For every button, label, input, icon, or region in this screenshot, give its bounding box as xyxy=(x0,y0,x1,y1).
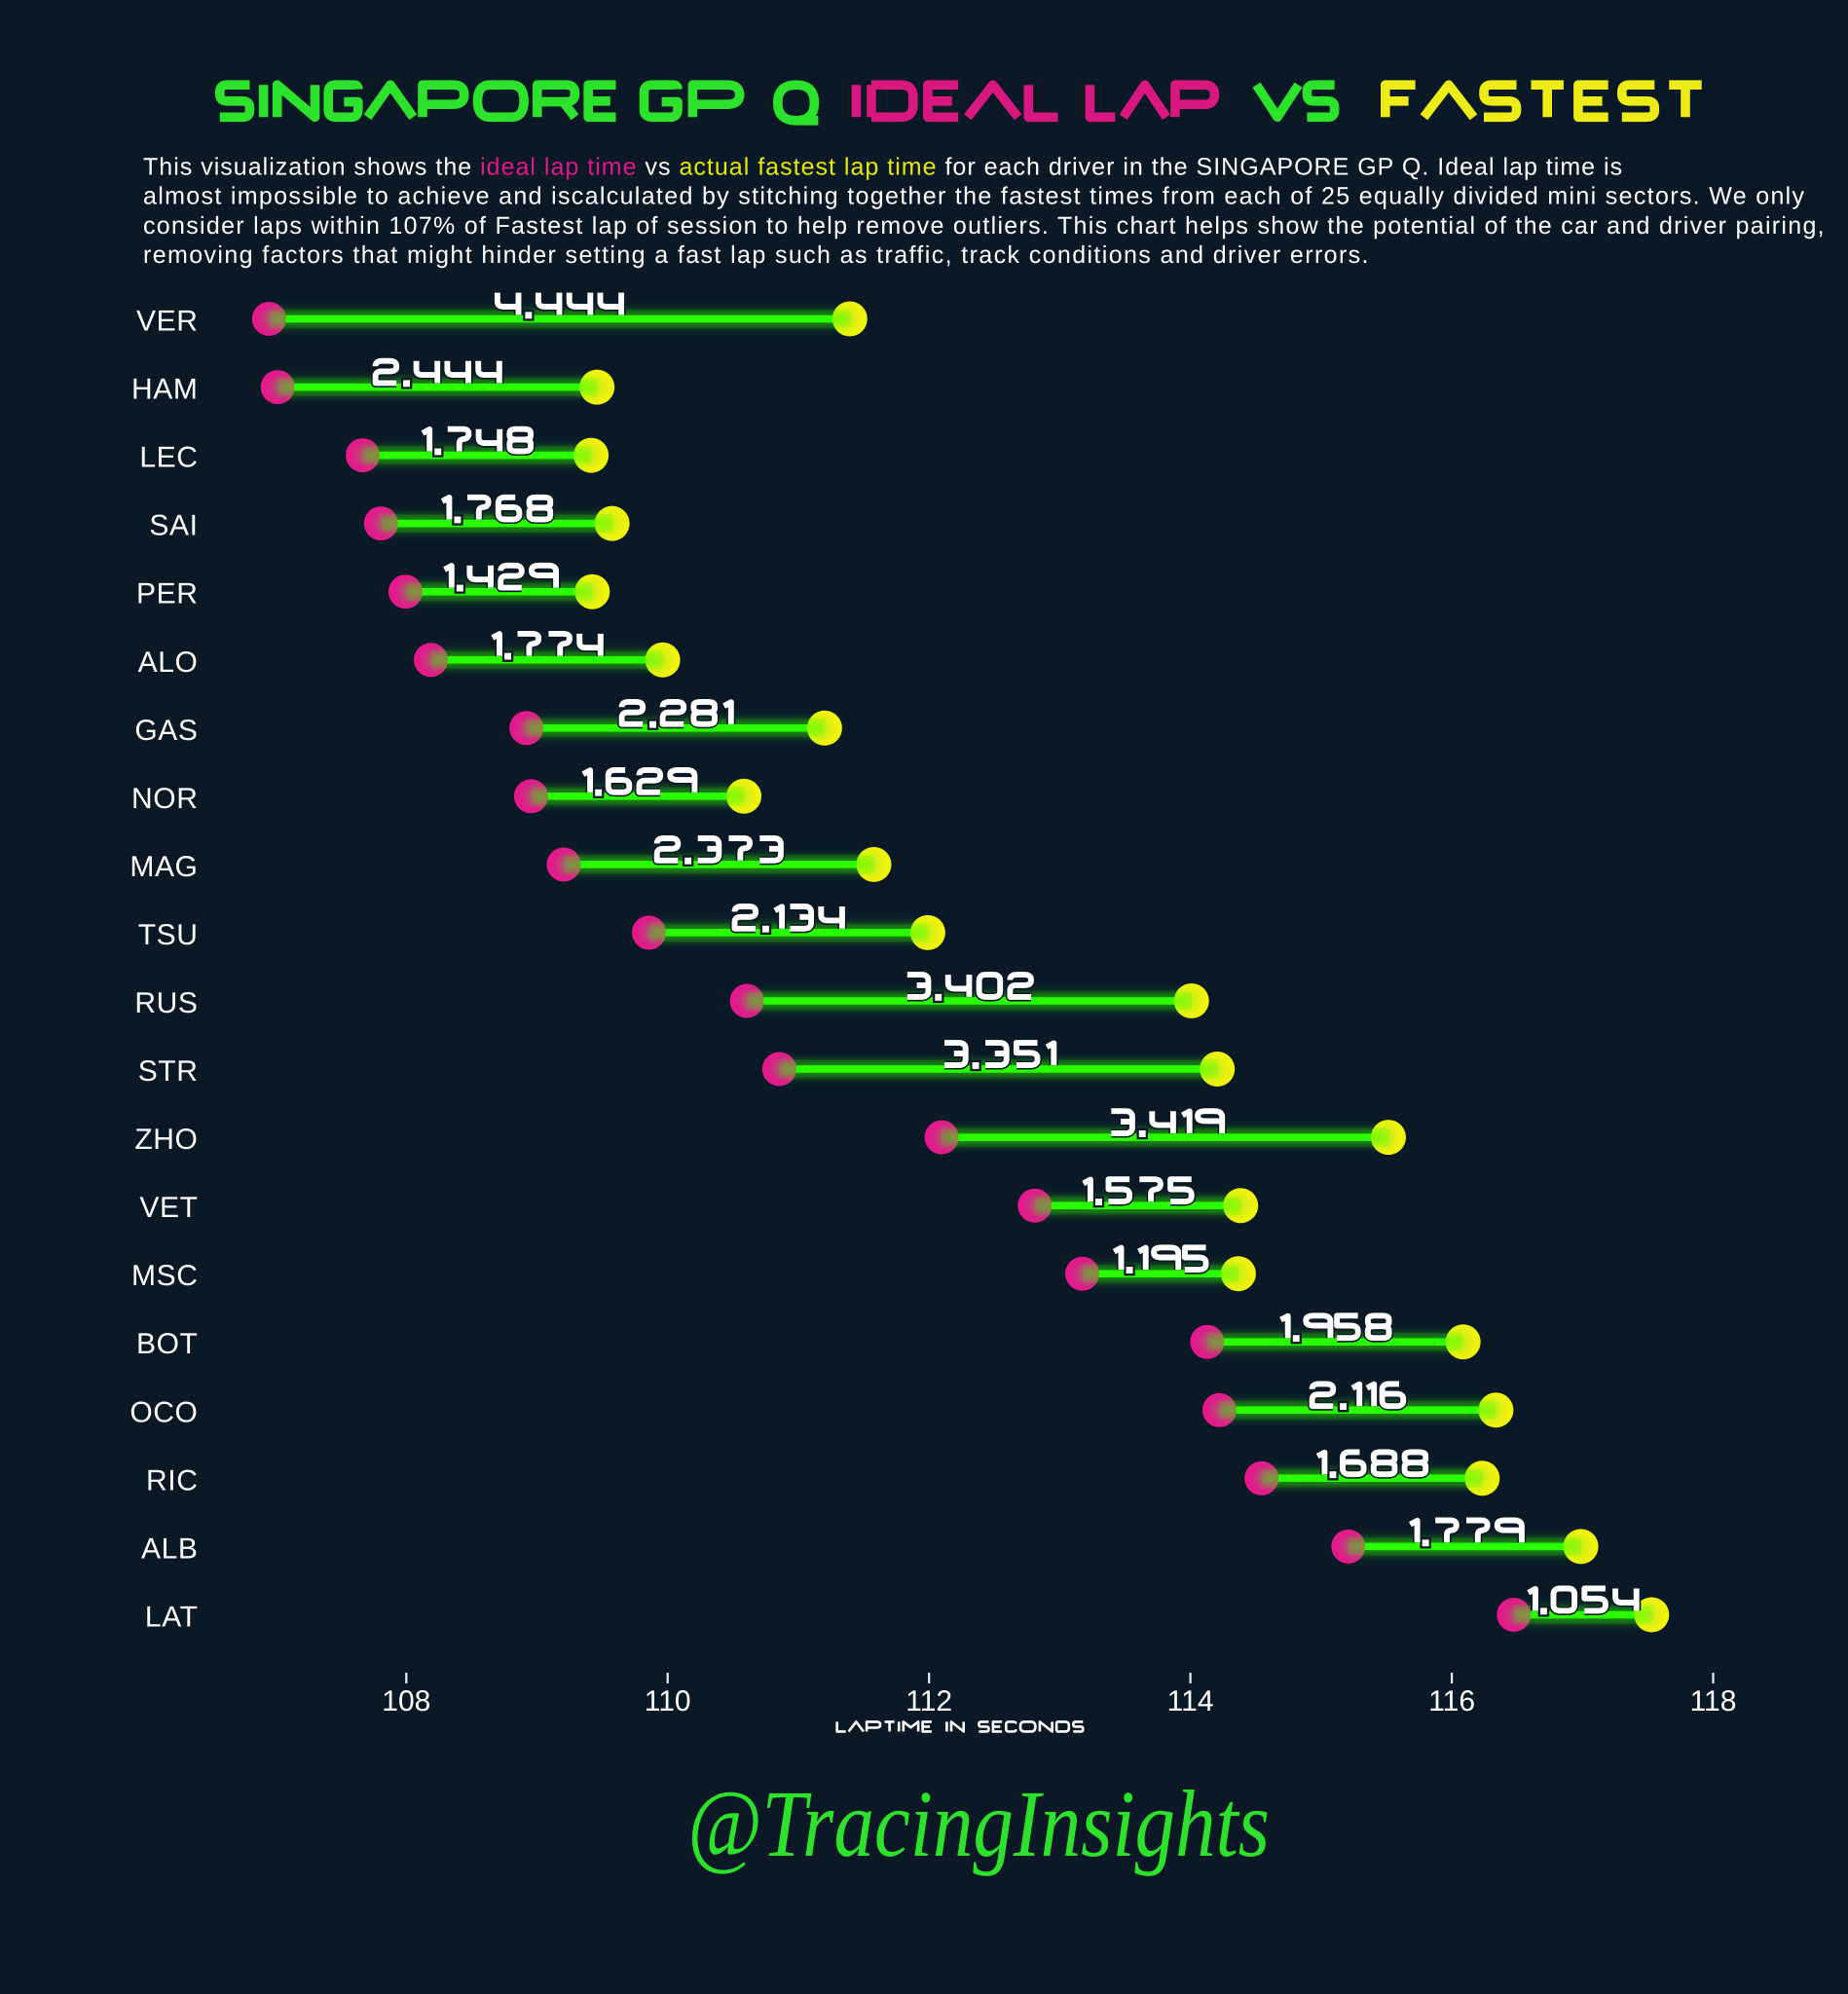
svg-text:ALO: ALO xyxy=(138,646,199,679)
svg-text:LEC: LEC xyxy=(139,442,198,474)
svg-text:consider laps within 107% of F: consider laps within 107% of Fastest lap… xyxy=(143,212,1826,240)
svg-text:ZHO: ZHO xyxy=(134,1124,198,1156)
svg-text:RIC: RIC xyxy=(146,1464,198,1496)
svg-text:MSC: MSC xyxy=(131,1260,198,1292)
svg-text:BOT: BOT xyxy=(136,1328,198,1360)
svg-text:108: 108 xyxy=(382,1685,430,1717)
svg-text:OCO: OCO xyxy=(129,1396,198,1428)
svg-text:GAS: GAS xyxy=(134,715,198,747)
svg-text:almost impossible to achieve a: almost impossible to achieve and iscalcu… xyxy=(143,183,1805,210)
svg-text:HAM: HAM xyxy=(131,374,198,406)
svg-text:PER: PER xyxy=(136,578,199,610)
svg-text:RUS: RUS xyxy=(134,987,198,1019)
svg-text:LAT: LAT xyxy=(145,1602,199,1634)
svg-text:SAI: SAI xyxy=(149,510,198,542)
svg-text:@TracingInsights: @TracingInsights xyxy=(687,1772,1270,1877)
svg-text:MAG: MAG xyxy=(129,851,198,883)
svg-text:118: 118 xyxy=(1690,1685,1737,1717)
svg-text:116: 116 xyxy=(1428,1685,1475,1717)
svg-text:110: 110 xyxy=(645,1685,691,1717)
svg-text:VER: VER xyxy=(136,306,199,338)
svg-text:ALB: ALB xyxy=(141,1532,199,1565)
svg-text:STR: STR xyxy=(138,1055,199,1088)
svg-text:112: 112 xyxy=(906,1685,952,1717)
svg-text:This visualization shows the i: This visualization shows the ideal lap t… xyxy=(143,154,1623,181)
svg-text:VET: VET xyxy=(139,1192,198,1224)
svg-text:NOR: NOR xyxy=(131,783,198,815)
svg-text:removing factors that might hi: removing factors that might hinder setti… xyxy=(143,241,1370,269)
svg-text:TSU: TSU xyxy=(138,919,199,951)
svg-text:114: 114 xyxy=(1167,1685,1214,1717)
